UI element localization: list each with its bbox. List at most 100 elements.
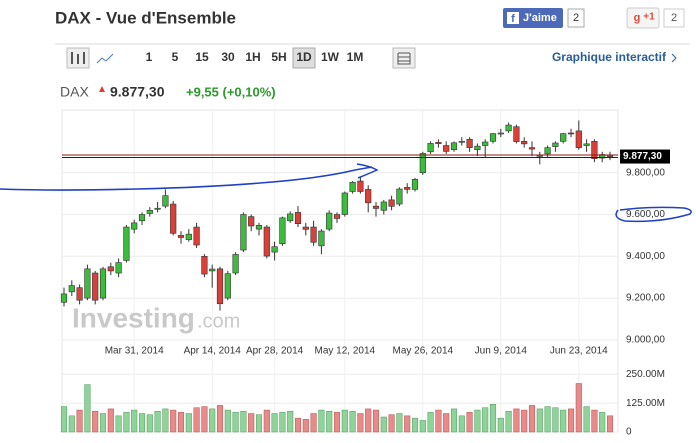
volume-bar: [497, 417, 504, 433]
volume-bar: [458, 415, 465, 433]
candle-body: [419, 153, 426, 174]
gplus-count-box: [663, 8, 685, 28]
volume-bar: [419, 420, 426, 433]
volume-bar: [209, 408, 216, 433]
volume-tick-label: 125.00M: [626, 398, 665, 409]
candle-body: [528, 147, 536, 150]
volume-bar: [146, 414, 153, 433]
x-tick-label: Mar 31, 2014: [105, 346, 164, 357]
candle-body: [372, 205, 380, 209]
interval-label: 30: [221, 50, 235, 64]
candle-body: [380, 201, 387, 211]
table-icon[interactable]: [392, 47, 416, 69]
volume-bar: [302, 419, 309, 433]
interval-button[interactable]: [217, 48, 239, 68]
volume-bar: [99, 413, 107, 433]
volume-bar: [404, 415, 411, 433]
interval-button[interactable]: [164, 48, 186, 68]
volume-bar: [294, 417, 302, 433]
volume-bar: [575, 383, 582, 433]
volume-bar: [185, 413, 192, 433]
volume-bar: [482, 407, 489, 433]
volume-tick-label: 250.00M: [626, 369, 665, 380]
volume-bar: [380, 416, 387, 433]
candle-body: [216, 268, 224, 305]
volume-bar: [583, 406, 590, 433]
quote-change: +9,55 (+0,10%): [186, 84, 276, 99]
volume-bar: [466, 412, 473, 433]
volume-bar: [450, 408, 458, 433]
candle-body: [255, 225, 263, 230]
candle-body: [271, 246, 278, 253]
candle-body: [443, 145, 450, 152]
candle-body: [482, 141, 489, 146]
interval-button[interactable]: [292, 47, 316, 69]
volume-bar: [333, 412, 341, 433]
price-tag: [620, 149, 670, 164]
quote-price: 9.877,30: [110, 84, 165, 100]
candle-body: [458, 141, 465, 143]
line-icon[interactable]: [94, 48, 116, 68]
volume-bar: [92, 410, 99, 433]
watermark-suffix: .com: [197, 310, 240, 332]
volume-bar: [505, 410, 512, 433]
volume-bar: [68, 415, 75, 433]
volume-bar: [560, 409, 567, 433]
candle-body: [396, 188, 403, 205]
candle-body: [365, 189, 372, 204]
interval-label: 1: [146, 50, 153, 64]
interval-button[interactable]: [191, 48, 213, 68]
candle-body: [310, 226, 317, 243]
candle-body: [232, 254, 239, 274]
volume-bar: [349, 410, 356, 433]
volume-bar: [489, 404, 497, 433]
hand-drawn-circle: [615, 206, 692, 223]
candle-body: [333, 214, 341, 219]
candle-body: [154, 207, 161, 210]
volume-bar: [115, 415, 122, 433]
volume-bar: [341, 409, 348, 433]
candle-body: [138, 214, 146, 222]
candle-body: [466, 138, 473, 148]
candle-body: [560, 133, 567, 142]
volume-bar: [279, 412, 286, 433]
interval-button[interactable]: [268, 48, 290, 68]
interval-button[interactable]: [344, 48, 366, 68]
volume-bar: [372, 409, 380, 433]
interactive-link[interactable]: Graphique interactif: [552, 50, 667, 64]
volume-bar: [84, 384, 91, 433]
interval-button[interactable]: [242, 48, 264, 68]
candle-body: [92, 272, 99, 301]
volume-bar: [536, 408, 543, 433]
candle-body: [326, 212, 333, 230]
like-label: J'aime: [523, 12, 557, 24]
candle-body: [287, 213, 294, 222]
gplus-label: +1: [643, 12, 655, 23]
volume-bar: [606, 415, 614, 433]
volume-bar: [232, 412, 239, 433]
line-glyph: [96, 53, 114, 64]
volume-bar: [177, 412, 185, 433]
volume-bar: [193, 407, 200, 433]
interval-button[interactable]: [319, 48, 341, 68]
candle-body: [404, 187, 411, 190]
interval-button[interactable]: [138, 48, 160, 68]
candle-body: [123, 226, 130, 261]
interval-label: 1W: [321, 50, 340, 64]
volume-bar: [427, 412, 434, 433]
volume-bar: [154, 410, 161, 433]
candle-body: [115, 262, 122, 274]
candle-body: [193, 226, 200, 246]
interval-label: 5: [172, 50, 179, 64]
gplus-button[interactable]: [626, 7, 660, 29]
y-tick-label: 9.800,00: [626, 167, 665, 178]
candle-body: [209, 268, 216, 272]
volume-bar: [310, 413, 317, 433]
x-tick-label: Apr 28, 2014: [246, 346, 304, 357]
volume-bar: [162, 408, 169, 433]
candle-body: [435, 142, 442, 144]
link-arrow: [671, 53, 677, 63]
candle-body: [521, 141, 528, 145]
candle-body: [505, 124, 512, 132]
candle-body: [201, 256, 208, 275]
